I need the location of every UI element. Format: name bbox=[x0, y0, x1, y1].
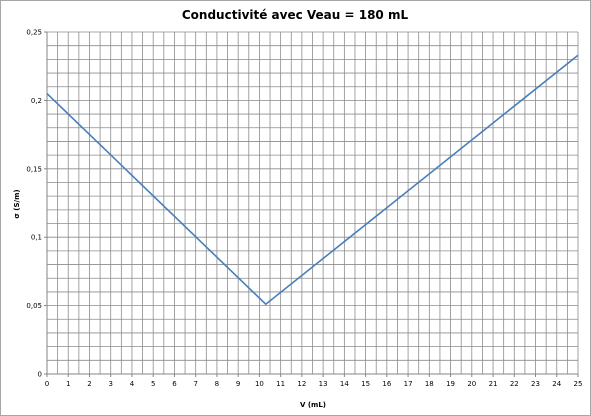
y-tick-label: 0 bbox=[38, 371, 42, 379]
x-tick-label: 6 bbox=[172, 380, 177, 388]
series-line bbox=[46, 54, 579, 306]
x-tick-label: 20 bbox=[467, 380, 476, 388]
axes bbox=[44, 31, 579, 377]
x-tick-label: 16 bbox=[382, 380, 391, 388]
x-tick-label: 10 bbox=[255, 380, 264, 388]
y-tick-label: 0,1 bbox=[31, 234, 42, 242]
x-tick-label: 14 bbox=[340, 380, 349, 388]
x-tick-label: 12 bbox=[297, 380, 306, 388]
x-tick-label: 19 bbox=[446, 380, 455, 388]
x-tick-label: 0 bbox=[45, 380, 49, 388]
tick-labels: 0 1 2 3 4 5 6 7 8 9 10 11 12 13 14 15 16 17 18 19 20 21 22 23 24… bbox=[26, 29, 582, 389]
x-tick-label: 23 bbox=[531, 380, 540, 388]
grid bbox=[46, 31, 579, 375]
chart-title: Conductivité avec Veau = 180 mL bbox=[182, 8, 409, 22]
x-tick-label: 17 bbox=[404, 380, 413, 388]
y-tick-label: 0,2 bbox=[31, 97, 42, 105]
x-axis-label: V (mL) bbox=[300, 401, 326, 409]
x-tick-label: 2 bbox=[87, 380, 91, 388]
x-tick-label: 8 bbox=[215, 380, 219, 388]
y-axis-label: σ (S/m) bbox=[13, 189, 21, 218]
x-tick-label: 18 bbox=[425, 380, 434, 388]
x-tick-label: 1 bbox=[66, 380, 70, 388]
x-tick-label: 5 bbox=[151, 380, 155, 388]
x-tick-label: 24 bbox=[552, 380, 561, 388]
x-tick-label: 21 bbox=[489, 380, 498, 388]
y-tick-label: 0,25 bbox=[26, 29, 42, 37]
x-tick-label: 11 bbox=[276, 380, 285, 388]
x-tick-label: 13 bbox=[319, 380, 328, 388]
series-layer bbox=[46, 54, 579, 306]
y-tick-label: 0,15 bbox=[26, 165, 42, 173]
x-tick-label: 25 bbox=[574, 380, 583, 388]
x-tick-label: 4 bbox=[130, 380, 135, 388]
x-tick-label: 9 bbox=[236, 380, 240, 388]
x-tick-label: 22 bbox=[510, 380, 519, 388]
y-tick-label: 0,05 bbox=[26, 302, 42, 310]
x-tick-label: 3 bbox=[108, 380, 112, 388]
x-tick-label: 15 bbox=[361, 380, 370, 388]
x-tick-label: 7 bbox=[193, 380, 197, 388]
